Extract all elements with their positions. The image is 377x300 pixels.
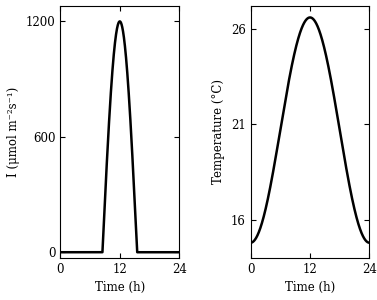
X-axis label: Time (h): Time (h) [285,281,335,294]
X-axis label: Time (h): Time (h) [95,281,145,294]
Y-axis label: Temperature (°C): Temperature (°C) [212,80,225,184]
Y-axis label: I (μmol m⁻²s⁻¹): I (μmol m⁻²s⁻¹) [7,87,20,177]
